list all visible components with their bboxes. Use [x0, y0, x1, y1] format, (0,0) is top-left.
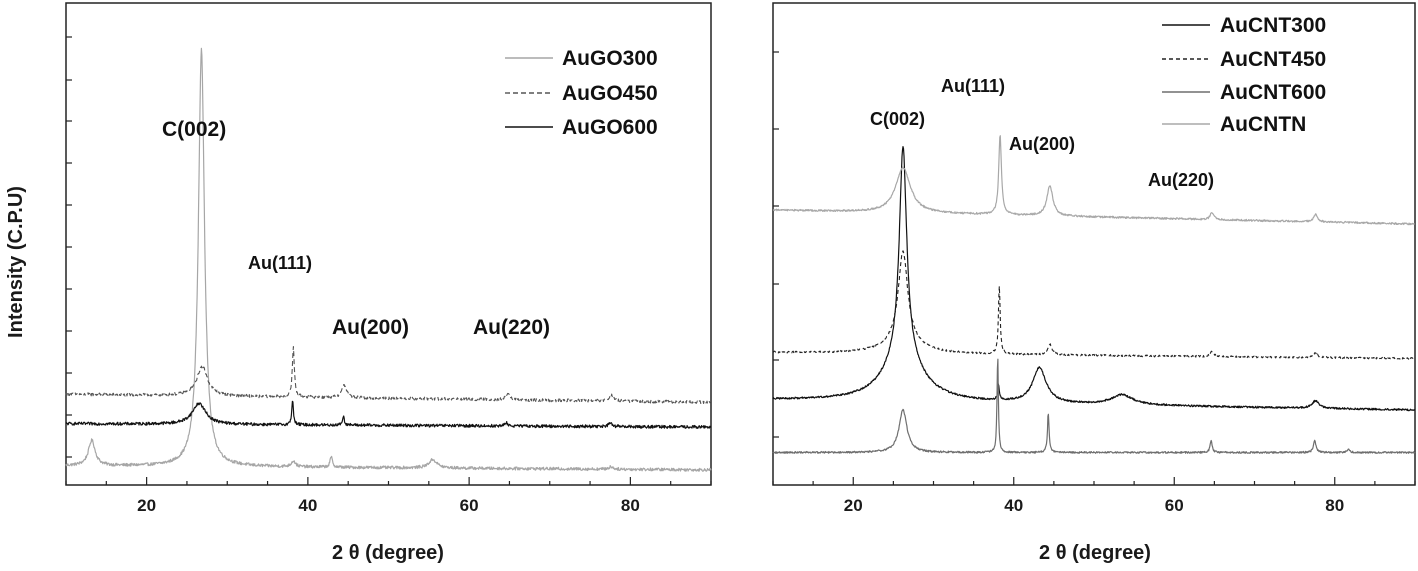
left-series-line-augo300 — [65, 47, 712, 472]
right-series-line-aucntn — [772, 135, 1416, 226]
right-legend-label-1: AuCNT450 — [1220, 48, 1326, 71]
left-x-tick-label: 60 — [460, 496, 479, 515]
left-annotation-c002: C(002) — [162, 118, 226, 141]
left-annotation-au200: Au(200) — [332, 316, 409, 339]
left-x-tick-label: 20 — [137, 496, 156, 515]
left-series-line-augo600 — [65, 400, 712, 429]
left-legend-label-2: AuGO600 — [562, 116, 658, 139]
right-x-axis-title: 2 θ (degree) — [1039, 542, 1151, 564]
left-series-line-augo450 — [65, 346, 712, 405]
right-x-ticks: 20 40 60 80 — [772, 477, 1416, 515]
right-x-tick-label: 20 — [844, 496, 863, 515]
right-series-line-aucnt600 — [772, 358, 1416, 454]
left-x-axis-title: 2 θ (degree) — [332, 542, 444, 564]
left-y-axis-title: Intensity (C.P.U) — [5, 186, 27, 338]
right-annotation-au111: Au(111) — [941, 76, 1005, 96]
right-x-tick-label: 80 — [1325, 496, 1344, 515]
left-annotation-au220: Au(220) — [473, 316, 550, 339]
right-series-line-aucnt450 — [772, 250, 1416, 360]
right-legend-label-2: AuCNT600 — [1220, 81, 1326, 104]
left-legend: AuGO300 AuGO450 AuGO600 — [505, 47, 658, 139]
right-series-line-aucnt300 — [772, 146, 1416, 412]
left-chart: 20 40 60 80 2 θ (degree) Intensity (C.P.U) … — [5, 2, 712, 564]
right-legend: AuCNT300 AuCNT450 AuCNT600 AuCNTN — [1162, 14, 1326, 136]
right-chart: 20 40 60 80 2 θ (degree) AuCNT300 AuCNT450 … — [772, 2, 1416, 564]
right-annotation-au200: Au(200) — [1009, 134, 1075, 154]
right-annotation-au220: Au(220) — [1148, 170, 1214, 190]
left-plot-frame — [65, 2, 712, 486]
right-legend-label-0: AuCNT300 — [1220, 14, 1326, 37]
right-plot-area — [772, 135, 1416, 454]
right-legend-label-3: AuCNTN — [1220, 113, 1306, 136]
left-annotation-au111: Au(111) — [248, 253, 312, 273]
right-annotation-c002: C(002) — [870, 109, 925, 129]
left-y-ticks — [66, 36, 72, 458]
left-legend-label-1: AuGO450 — [562, 82, 658, 105]
left-x-ticks: 20 40 60 80 — [65, 477, 712, 515]
left-legend-label-0: AuGO300 — [562, 47, 658, 70]
right-y-ticks — [773, 51, 779, 438]
right-x-tick-label: 40 — [1004, 496, 1023, 515]
right-x-tick-label: 60 — [1165, 496, 1184, 515]
right-plot-frame — [772, 2, 1416, 486]
left-x-tick-label: 80 — [621, 496, 640, 515]
left-x-tick-label: 40 — [298, 496, 317, 515]
left-plot-area — [65, 47, 712, 472]
